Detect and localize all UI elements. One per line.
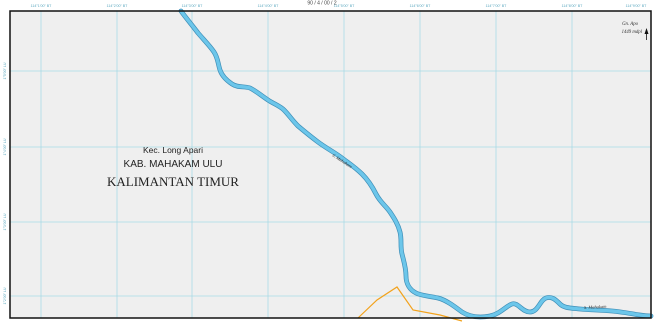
left-tick-labels: 1°5'00" LU 1°4'00" LU 1°3'00" LU 1°2'00"… <box>3 62 7 304</box>
peak-elevation-label: 1449 mdpl <box>622 30 643 35</box>
map-area <box>10 11 651 318</box>
top-tick-label: 114°8'00" BT <box>562 4 584 8</box>
district-label: Kec. Long Apari <box>143 145 203 155</box>
left-tick-label: 1°4'00" LU <box>3 138 7 155</box>
peak-triangle-icon <box>644 28 649 34</box>
top-tick-label: 114°9'00" BT <box>626 4 648 8</box>
top-tick-label: 114°5'00" BT <box>334 4 356 8</box>
top-tick-labels: 114°1'00" BT 114°2'00" BT 114°3'00" BT 1… <box>31 4 648 8</box>
top-tick-label: 114°4'00" BT <box>258 4 280 8</box>
top-tick-label: 114°7'00" BT <box>486 4 508 8</box>
top-tick-label: 114°3'00" BT <box>182 4 204 8</box>
grid-lines <box>10 11 651 318</box>
left-tick-label: 1°2'00" LU <box>3 287 7 304</box>
top-tick-label: 114°2'00" BT <box>107 4 129 8</box>
sheet-code: 90 / 4 / 00 / 2 <box>307 1 336 7</box>
river-label-lower: S. Mahakam <box>584 304 607 310</box>
left-tick-label: 1°5'00" LU <box>3 62 7 79</box>
river-line <box>179 9 653 319</box>
regency-label: KAB. MAHAKAM ULU <box>124 159 223 170</box>
boundary-line <box>357 286 463 322</box>
left-tick-label: 1°3'00" LU <box>3 213 7 230</box>
top-tick-label: 114°1'00" BT <box>31 4 53 8</box>
top-tick-label: 114°6'00" BT <box>410 4 432 8</box>
province-label: KALIMANTAN TIMUR <box>107 174 239 189</box>
map-frame <box>9 10 652 319</box>
peak-name-label: Gn. Apo <box>622 22 639 27</box>
